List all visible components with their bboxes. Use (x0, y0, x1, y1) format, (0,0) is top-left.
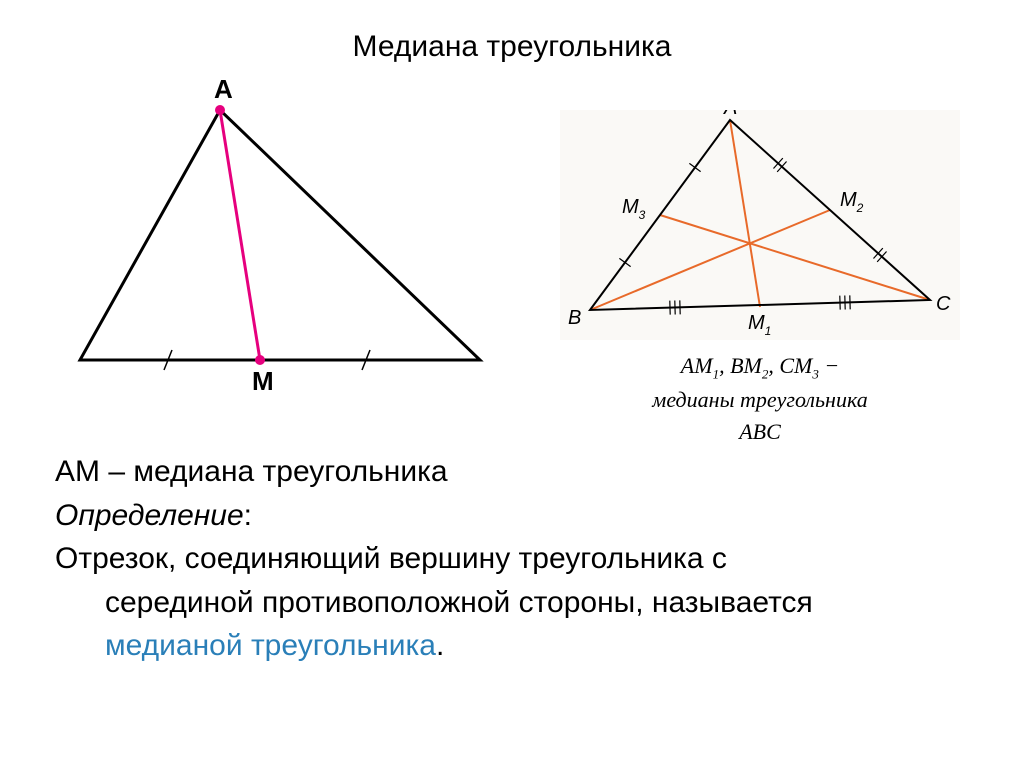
cap-line3: ABC (739, 419, 781, 444)
page: Медиана треугольника A M (0, 0, 1024, 767)
body-text: АМ – медиана треугольника Определение: О… (55, 450, 925, 668)
right-diagram: A B C M1 M2 M3 AM1, BM2, CM3 − медианы т… (560, 110, 960, 440)
page-title: Медиана треугольника (0, 30, 1024, 64)
vertex-a-dot (215, 105, 225, 115)
label-ra: A (723, 110, 737, 119)
left-diagram: A M (60, 80, 490, 410)
left-median (220, 110, 260, 360)
label-m: M (252, 366, 274, 396)
label-a: A (214, 80, 233, 104)
right-caption: AM1, BM2, CM3 − медианы треугольника ABC (560, 350, 960, 448)
median-word: медианой треугольника (105, 629, 436, 662)
left-triangle-svg: A M (60, 80, 490, 410)
line-seg1: Отрезок, соединяющий вершину треугольник… (55, 537, 925, 581)
cap-line2: медианы треугольника (652, 387, 867, 412)
cap-am1: AM1, BM2, CM3 − (681, 353, 839, 378)
definition-label: Определение (55, 499, 244, 532)
line-am: АМ – медиана треугольника (55, 450, 925, 494)
line-median: медианой треугольника. (55, 624, 925, 668)
line-def: Определение: (55, 494, 925, 538)
vertex-m-dot (255, 355, 265, 365)
line-seg2: серединой противоположной стороны, назыв… (55, 581, 925, 625)
label-rc: C (936, 293, 951, 315)
left-triangle (80, 110, 480, 360)
label-rb: B (568, 307, 581, 329)
right-triangle-svg: A B C M1 M2 M3 (560, 110, 960, 340)
